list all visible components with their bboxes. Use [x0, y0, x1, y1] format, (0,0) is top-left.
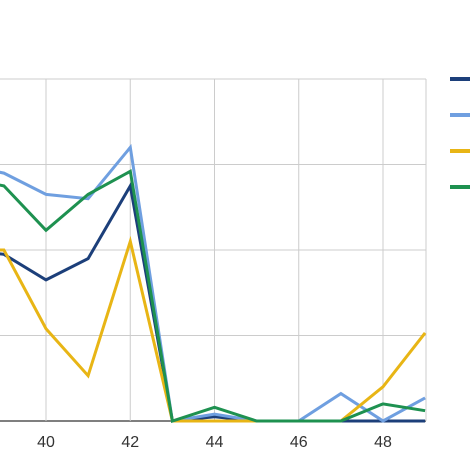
- series-line-1: [0, 181, 426, 423]
- x-tick-label: 48: [374, 434, 392, 451]
- legend: [450, 77, 470, 189]
- x-tick-label: 42: [121, 434, 139, 451]
- series-line-3: [0, 235, 427, 423]
- series-line-2: [0, 143, 426, 423]
- series-line-4: [0, 168, 426, 423]
- grid: [0, 78, 427, 422]
- series-layer: [0, 143, 427, 423]
- x-axis-ticks: 40 42 44 46 48: [37, 434, 392, 451]
- x-tick-label: 46: [290, 434, 308, 451]
- x-tick-label: 44: [206, 434, 224, 451]
- x-tick-label: 40: [37, 434, 55, 451]
